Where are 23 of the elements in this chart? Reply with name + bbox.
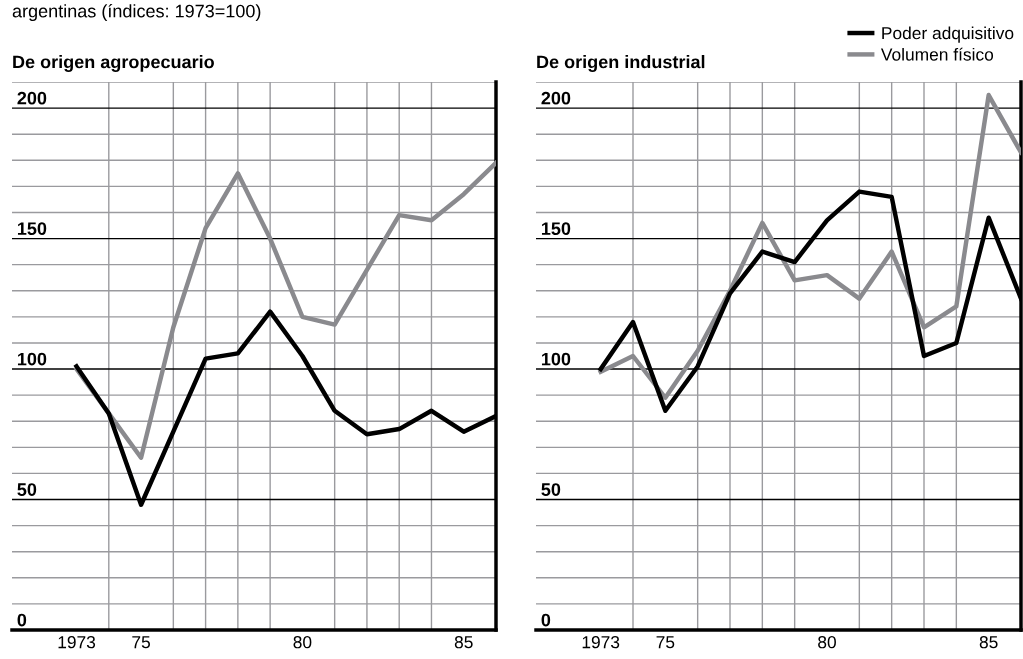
x-tick-label: 85 (454, 636, 473, 649)
x-tick-label: 80 (818, 636, 836, 649)
x-tick-label: 75 (656, 636, 675, 649)
chart-title: argentinas (índices: 1973=100) (12, 4, 261, 22)
x-tick-label: 1973 (58, 636, 96, 649)
y-tick-label: 150 (17, 222, 47, 235)
chart-subtitle: De origen agropecuario (13, 55, 214, 72)
x-tick-label: 80 (293, 636, 312, 649)
y-tick-label: 200 (541, 91, 571, 105)
chart-subtitle: De origen industrial (537, 55, 705, 72)
y-tick-label: 50 (541, 483, 561, 496)
x-tick-label: 75 (132, 636, 150, 649)
x-tick-label: 1973 (582, 636, 620, 649)
y-tick-label: 150 (541, 222, 571, 235)
y-tick-label: 0 (17, 613, 27, 627)
x-tick-label: 85 (979, 636, 998, 649)
y-tick-label: 200 (17, 91, 47, 105)
legend-label: Poder adquisitivo (882, 26, 1014, 43)
y-tick-label: 100 (541, 352, 571, 366)
y-tick-label: 50 (17, 483, 37, 496)
y-tick-label: 0 (541, 613, 551, 627)
y-tick-label: 100 (17, 352, 47, 366)
legend-label: Volumen físico (880, 47, 994, 61)
